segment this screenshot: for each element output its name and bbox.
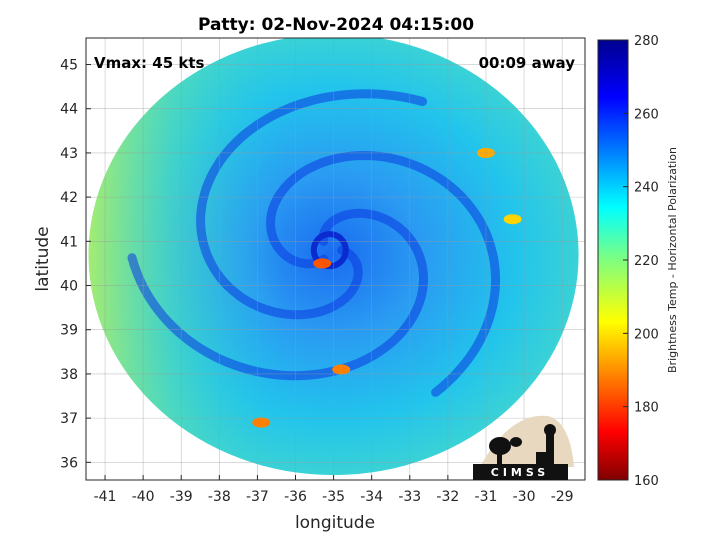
- spiral-rainband: [266, 150, 500, 397]
- colorbar-tick-label: 220: [634, 254, 659, 269]
- plot-area: [86, 38, 585, 480]
- axes-box: [85, 37, 586, 481]
- y-tick-label: 37: [60, 411, 78, 427]
- colorbar-tick-label: 160: [634, 474, 659, 489]
- y-tick-label: 39: [60, 323, 78, 339]
- chart-title: Patty: 02-Nov-2024 04:15:00: [198, 15, 474, 35]
- colorbar-tick-label: 200: [634, 327, 659, 342]
- y-tick-label: 36: [60, 455, 78, 471]
- x-tick-label: -38: [208, 489, 231, 505]
- y-tick-label: 40: [60, 279, 78, 295]
- spiral-rainband: [127, 208, 428, 381]
- x-axis-label: longitude: [295, 513, 375, 533]
- x-tick-label: -35: [322, 489, 345, 505]
- colorbar-tick-label: 240: [634, 181, 659, 196]
- y-tick-label: 44: [60, 102, 78, 118]
- colorbar-tick-label: 280: [634, 34, 659, 49]
- x-tick-label: -39: [170, 489, 193, 505]
- x-tick-label: -41: [94, 489, 117, 505]
- grid: [86, 38, 585, 480]
- colorbar-label: Brightness Temp - Horizontal Polarizatio…: [666, 147, 679, 373]
- vmax-label: Vmax: 45 kts: [94, 54, 204, 72]
- y-tick-label: 41: [60, 234, 78, 250]
- x-tick-label: -34: [360, 489, 383, 505]
- cold-cloud-feature: [252, 417, 271, 428]
- time-away-label: 00:09 away: [479, 54, 576, 72]
- logo-text: CIMSS: [491, 466, 549, 479]
- colorbar-ticks: 160 180 200 220 240 260 280: [623, 34, 659, 489]
- logo-banner: [473, 464, 568, 480]
- y-tick-label: 42: [60, 190, 78, 206]
- x-tick-label: -37: [246, 489, 269, 505]
- cold-cloud-feature: [332, 364, 351, 375]
- cold-cloud-feature: [503, 214, 522, 225]
- colorbar-tick-label: 180: [634, 401, 659, 416]
- x-tick-label: -29: [551, 489, 574, 505]
- y-tick-label: 45: [60, 58, 78, 74]
- y-axis-label: latitude: [33, 226, 53, 291]
- colorbar-tick-label: 260: [634, 107, 659, 122]
- y-tick-label: 43: [60, 146, 78, 162]
- spiral-rainband: [196, 89, 428, 320]
- logo-emblem: [489, 424, 556, 465]
- x-tick-label: -30: [513, 489, 536, 505]
- x-tick-label: -31: [475, 489, 498, 505]
- x-tick-label: -40: [132, 489, 155, 505]
- x-tick-label: -36: [284, 489, 307, 505]
- x-tick-label: -33: [398, 489, 421, 505]
- eye-ring: [310, 231, 349, 270]
- cimss-logo: CIMSS: [473, 415, 574, 480]
- x-tick-label: -32: [436, 489, 459, 505]
- cold-cloud-feature: [313, 258, 332, 269]
- y-axis: 36 37 38 39 40 41 42 43 44 45: [60, 58, 91, 471]
- x-axis: -41 -40 -39 -38 -37 -36 -35 -34 -33 -32 -31 -30 -29: [94, 475, 574, 505]
- y-tick-label: 38: [60, 367, 78, 383]
